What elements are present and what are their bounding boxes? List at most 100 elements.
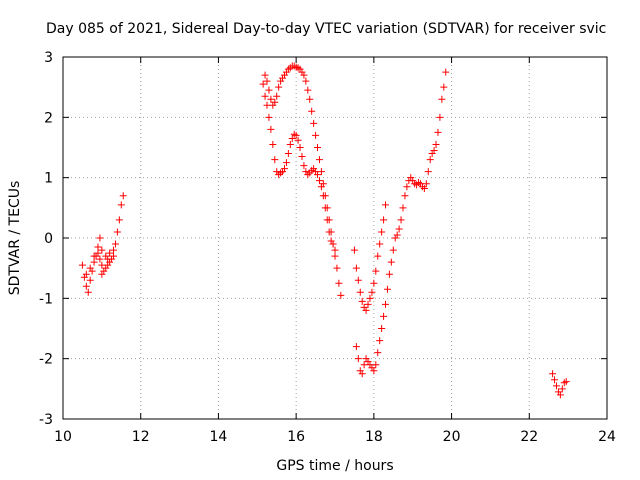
data-point	[440, 83, 448, 91]
data-point	[286, 140, 294, 148]
data-point	[288, 134, 296, 142]
data-point	[312, 131, 320, 139]
x-tick-labels: 10 12 14 16 18 20 22 24	[54, 429, 616, 445]
data-point	[96, 255, 104, 263]
data-point	[430, 147, 438, 155]
data-point	[354, 355, 362, 363]
data-point	[362, 306, 370, 314]
x-axis-label: GPS time / hours	[276, 458, 393, 474]
data-point	[382, 300, 390, 308]
data-point	[261, 92, 269, 100]
data-point	[393, 231, 401, 239]
plot-frame	[62, 56, 608, 420]
data-point	[96, 234, 104, 242]
data-point	[315, 156, 323, 164]
x-tick-label: 24	[598, 429, 616, 445]
data-point	[354, 276, 362, 284]
data-point	[436, 113, 444, 121]
data-point	[434, 128, 442, 136]
data-point	[282, 159, 290, 167]
y-tick-label: 2	[44, 110, 53, 126]
data-point	[265, 86, 273, 94]
data-point	[300, 71, 308, 79]
data-point	[397, 216, 405, 224]
data-point	[374, 252, 382, 260]
data-point	[302, 77, 310, 85]
data-point	[438, 95, 446, 103]
data-point	[380, 216, 388, 224]
data-point	[90, 252, 98, 260]
x-tick-label: 22	[520, 429, 538, 445]
data-point	[319, 192, 327, 200]
data-point	[352, 264, 360, 272]
data-point	[383, 285, 391, 293]
data-point	[549, 370, 557, 378]
data-point	[94, 243, 102, 251]
data-point	[372, 267, 380, 275]
data-point	[380, 312, 388, 320]
data-point	[110, 252, 118, 260]
data-point	[82, 282, 90, 290]
data-point	[304, 86, 312, 94]
x-tick-label: 20	[443, 429, 461, 445]
data-point	[265, 113, 273, 121]
data-point	[306, 95, 314, 103]
data-point	[331, 246, 339, 254]
y-tick-label: 3	[44, 50, 53, 66]
data-point	[370, 279, 378, 287]
data-point	[331, 252, 339, 260]
data-point	[378, 325, 386, 332]
data-point	[86, 264, 94, 272]
x-tick-label: 14	[210, 429, 228, 445]
data-point	[558, 385, 566, 393]
data-point	[275, 83, 283, 91]
data-point	[376, 240, 384, 248]
data-point	[426, 156, 434, 164]
data-point	[372, 361, 380, 369]
data-point	[422, 180, 430, 188]
x-tick-label: 10	[54, 429, 72, 445]
data-point	[119, 192, 127, 200]
data-point	[376, 337, 384, 345]
data-point	[356, 288, 364, 296]
data-point	[552, 382, 560, 390]
data-point	[321, 204, 329, 212]
data-point	[273, 92, 281, 100]
data-point	[315, 177, 323, 185]
data-point	[111, 240, 119, 248]
chart-title: Day 085 of 2021, Sidereal Day-to-day VTE…	[46, 21, 606, 37]
data-point	[385, 270, 393, 278]
grid-lines	[63, 57, 607, 419]
data-point	[378, 228, 386, 236]
y-tick-label: -3	[39, 412, 53, 428]
data-point	[269, 140, 277, 148]
data-point	[300, 162, 308, 170]
data-point	[387, 258, 395, 266]
data-point	[562, 378, 570, 386]
data-point	[317, 183, 325, 191]
data-point	[267, 125, 275, 133]
data-point	[556, 391, 564, 399]
data-point	[86, 276, 94, 284]
data-point	[98, 270, 106, 278]
data-point	[263, 77, 271, 85]
x-tick-label: 18	[365, 429, 383, 445]
data-point	[337, 291, 345, 299]
data-point	[403, 183, 411, 191]
data-point	[399, 204, 407, 212]
data-point	[296, 144, 304, 151]
y-tick-label: 1	[44, 171, 53, 187]
data-point	[424, 168, 432, 176]
data-point	[115, 216, 123, 224]
data-point	[261, 71, 269, 79]
data-point	[420, 185, 428, 193]
x-tick-label: 12	[132, 429, 150, 445]
data-point	[323, 216, 331, 224]
data-point	[314, 171, 322, 179]
data-point	[395, 225, 403, 233]
data-point	[358, 370, 366, 378]
y-tick-label: -2	[39, 352, 53, 368]
data-point	[292, 131, 300, 139]
data-point	[314, 144, 322, 151]
